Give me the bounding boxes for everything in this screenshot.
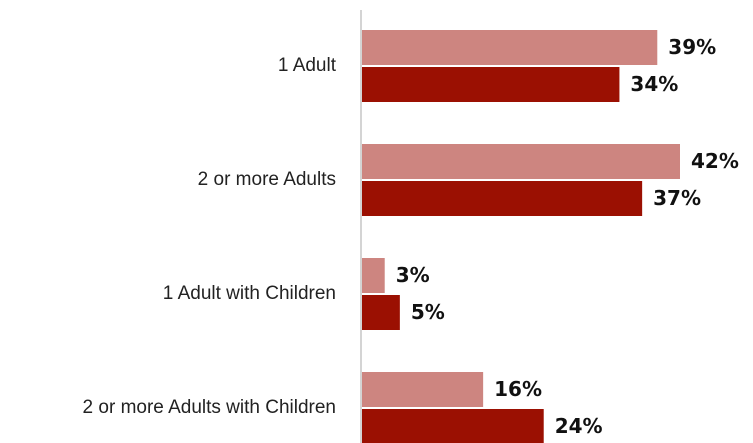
value-label: 42% bbox=[691, 149, 739, 173]
value-label: 37% bbox=[653, 186, 701, 210]
category-label: 2 or more Adults bbox=[198, 169, 336, 190]
category-label: 1 Adult bbox=[278, 55, 337, 76]
bars bbox=[362, 30, 680, 443]
bar-series-1 bbox=[362, 30, 658, 65]
value-label: 3% bbox=[396, 263, 430, 287]
category-labels: 1 Adult 2 or more Adults 1 Adult with Chil… bbox=[83, 55, 337, 418]
bar-series-1 bbox=[362, 258, 385, 293]
value-labels: 39% 34% 42% 37% 3% 5% 16% 24% bbox=[396, 35, 739, 438]
category-label: 1 Adult with Children bbox=[163, 283, 336, 304]
value-label: 16% bbox=[494, 377, 542, 401]
bar-series-2 bbox=[362, 295, 400, 330]
bar-series-2 bbox=[362, 181, 643, 216]
value-label: 39% bbox=[668, 35, 716, 59]
bar-series-2 bbox=[362, 67, 620, 102]
bar-series-1 bbox=[362, 372, 484, 407]
bar-series-2 bbox=[362, 409, 544, 443]
value-label: 34% bbox=[630, 72, 678, 96]
category-label: 2 or more Adults with Children bbox=[83, 397, 336, 418]
bar-series-1 bbox=[362, 144, 680, 179]
value-label: 5% bbox=[411, 300, 445, 324]
value-label: 24% bbox=[555, 414, 603, 438]
